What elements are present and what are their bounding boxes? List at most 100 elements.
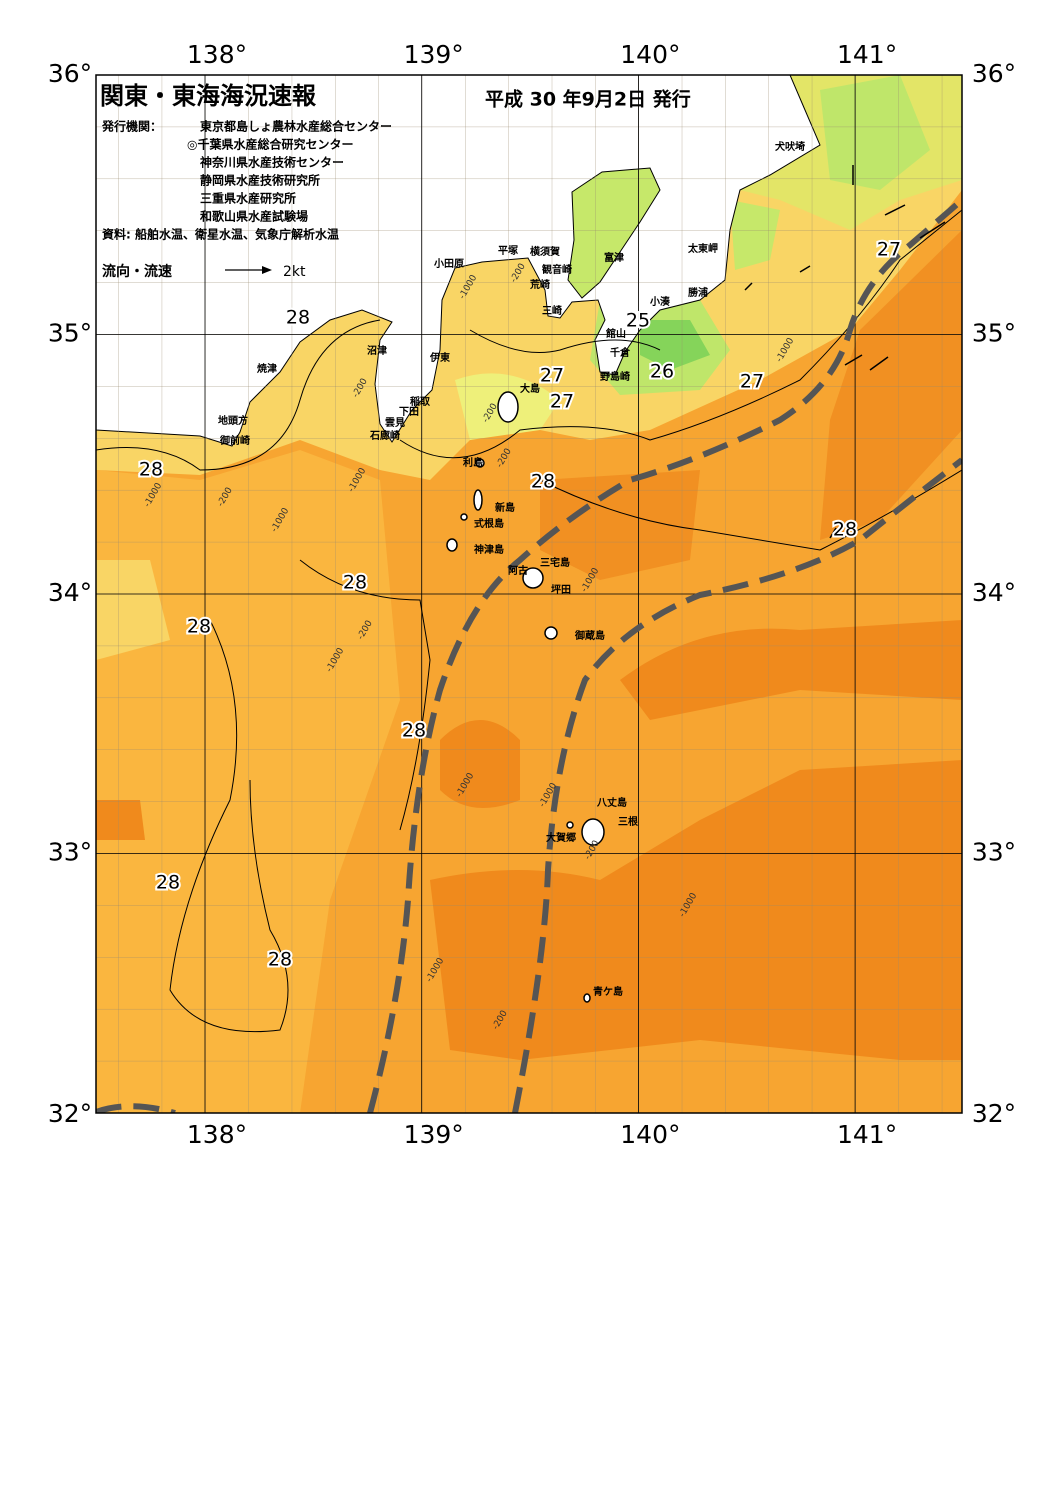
place-name: 平塚 [498,244,518,257]
place-name: 犬吠埼 [775,140,805,153]
lat-label: 33° [48,838,92,867]
island [544,626,558,640]
current-vector [884,204,906,216]
island [446,538,458,552]
isotherm [169,619,289,1033]
map-body: 28 27 25 26 27 27 27 28 28 28 28 28 28 28 28 犬吠埼太東岬勝浦小湊… [96,75,962,1113]
title: 関東・東海海況速報 [100,82,317,110]
place-name: 大島 [520,382,540,395]
place-name: 神津島 [474,543,504,556]
place-name: 新島 [495,501,515,514]
lat-label: 32° [972,1099,1016,1128]
lon-label: 141° [837,40,897,69]
isotherm-label: 27 [877,239,901,261]
lat-label: 36° [48,59,92,88]
current-vector [919,221,946,239]
island [583,993,591,1003]
cool-coast [730,200,780,270]
cool-zone [96,560,170,660]
lat-label: 34° [48,578,92,607]
isotherm-label: 27 [740,371,764,393]
source: 資料: 船舶水温、衛星水温、気象庁解析水温 [102,227,339,242]
land [96,75,821,447]
lat-label: 33° [972,838,1016,867]
current-vector [869,356,889,371]
place-name: 石廊崎 [369,429,400,442]
lon-label: 138° [187,1120,247,1149]
isotherm-label: 28 [402,720,426,742]
island [581,818,605,846]
hot-zone [96,800,145,840]
kuroshio-path [96,1103,176,1113]
place-name: 利島 [463,456,483,469]
lon-label: 138° [187,40,247,69]
lon-label: 140° [620,40,680,69]
kuroshio-axis [96,197,962,1113]
isotherm-label: 28 [833,519,857,541]
place-name: 三崎 [542,304,562,317]
hot-zone [540,470,700,580]
place-name: 地頭方 [218,414,248,427]
issuers-label: 発行機関： [101,119,162,134]
place-name: 下田 [399,406,419,418]
lon-label: 139° [404,1120,464,1149]
isotherm-label: 28 [268,949,292,971]
place-name: 観音崎 [542,263,572,276]
issuer: 東京都島しょ農林水産総合センター [200,119,392,134]
legend-arrowhead [262,266,272,274]
lon-label: 139° [404,40,464,69]
place-name: 御前崎 [219,434,250,447]
place-name: 千倉 [610,346,631,359]
issuer: ◎千葉県水産総合研究センター [187,137,353,152]
lon-label: 140° [620,1120,680,1149]
place-name: 雲見 [385,417,405,429]
cold-coast [640,320,710,370]
lat-label: 35° [972,319,1016,348]
place-name: 館山 [605,327,626,340]
issuer: 神奈川県水産技術センター [200,155,344,170]
issuer: 静岡県水産技術研究所 [200,173,320,188]
lat-label: 36° [972,59,1016,88]
place-name: 野島崎 [600,370,630,383]
place-name: 横須賀 [530,245,560,258]
isotherm-label: 28 [343,572,367,594]
isotherm-label: 26 [650,361,674,383]
issuer: 三重県水産研究所 [200,191,296,206]
place-name: 太東岬 [687,242,718,255]
place-name: 三根 [618,815,638,828]
place-name: 大賀郷 [546,831,576,844]
isotherm-label: 25 [626,310,650,332]
map-frame [95,74,963,1114]
isotherm-label: 28 [156,872,180,894]
current-vectors [744,165,946,539]
lat-label: 32° [48,1099,92,1128]
island [473,489,483,511]
isotherm [399,209,962,459]
hot-zone [620,620,962,720]
lat-label: 34° [972,578,1016,607]
isotherm [299,559,431,831]
kuroshio-path [367,197,962,1113]
kuroshio-path [512,457,962,1113]
current-vector [829,527,837,539]
lat-label: 35° [48,319,92,348]
place-name: 阿古 [508,564,528,577]
current-vector [844,354,863,366]
hot-zone [440,720,520,808]
place-name: 小田原 [433,257,464,270]
cool-coast [820,75,930,190]
place-name: 焼津 [257,362,277,375]
place-name: 三宅島 [540,556,570,569]
isotherm [469,329,661,353]
legend-label: 流向・流速 [102,263,172,280]
place-name: 式根島 [474,517,504,530]
island [566,821,574,829]
place-name: 青ケ島 [593,985,623,998]
island [460,513,468,521]
isotherm-label: 28 [531,471,555,493]
current-vector [799,265,811,273]
legend-scale: 2kt [283,264,306,280]
island [497,391,519,423]
current-vector [744,282,753,291]
